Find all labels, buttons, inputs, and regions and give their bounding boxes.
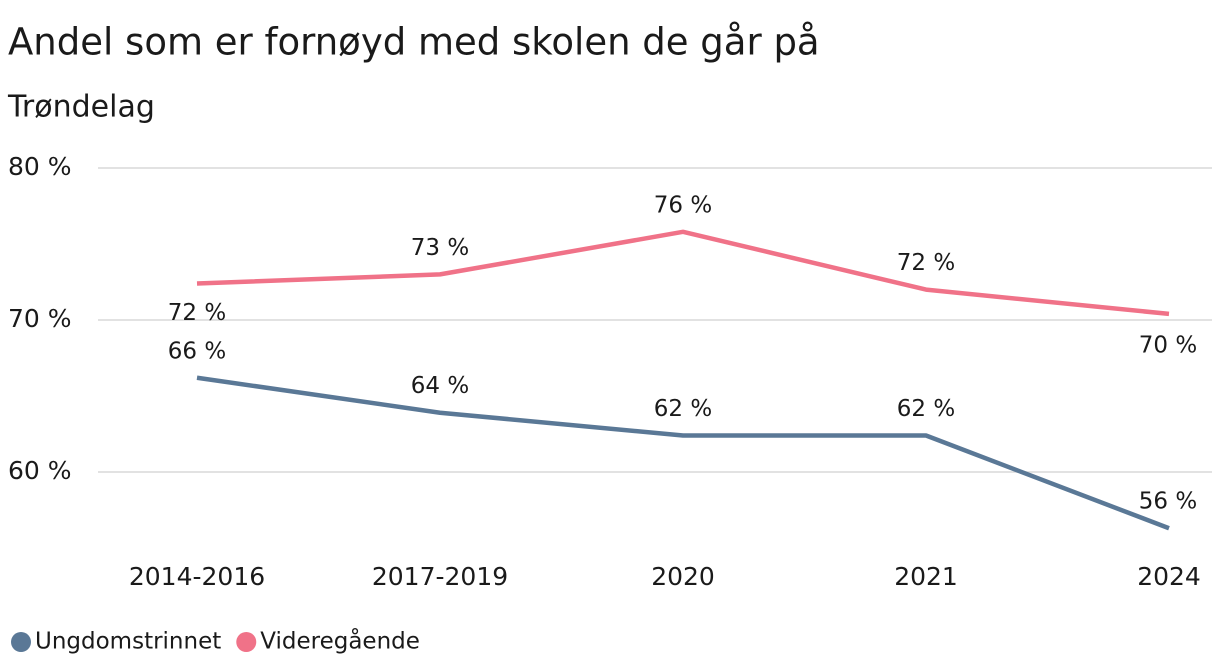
x-tick-label: 2017-2019 [372,562,508,591]
data-label: 72 % [897,250,955,276]
chart-subtitle: Trøndelag [7,90,155,125]
x-tick-label: 2021 [894,562,958,591]
data-label: 72 % [168,300,226,326]
x-tick-label: 2014-2016 [129,562,265,591]
data-label: 64 % [411,373,469,399]
data-label: 62 % [654,396,712,422]
legend-label: Videregående [260,627,420,655]
data-label: 76 % [654,192,712,218]
legend-label: Ungdomstrinnet [35,629,221,655]
data-label: 62 % [897,396,955,422]
legend-marker [11,632,31,652]
y-tick-label: 70 % [8,304,72,333]
data-label: 56 % [1139,489,1197,515]
x-tick-label: 2024 [1137,562,1201,591]
data-label: 66 % [168,338,226,364]
data-label: 73 % [411,235,469,261]
legend-marker [236,632,257,652]
y-tick-label: 80 % [8,152,72,181]
series-line [196,375,1170,531]
y-tick-label: 60 % [8,456,72,485]
chart-title: Andel som er fornøyd med skolen de går p… [8,21,820,64]
data-label: 70 % [1139,332,1197,358]
x-tick-label: 2020 [651,562,715,591]
series-line [196,229,1170,317]
